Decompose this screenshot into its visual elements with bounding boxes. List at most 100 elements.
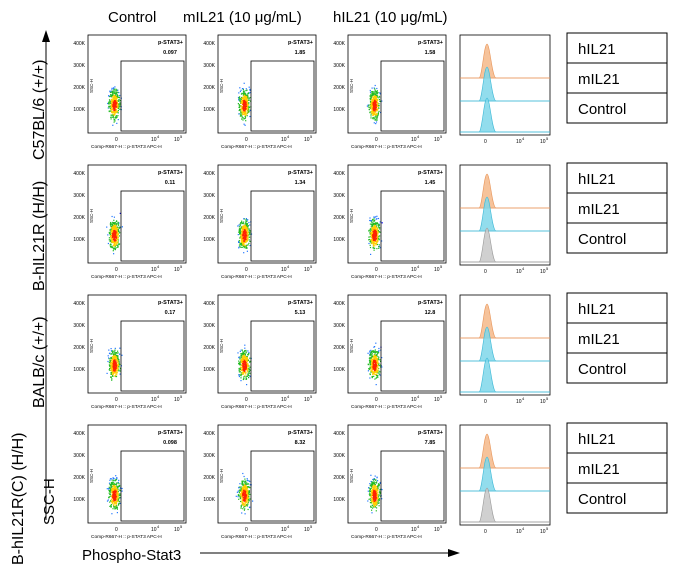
gate-label: p-STAT3+ xyxy=(158,300,183,306)
x-tick-label: 0 xyxy=(245,527,248,533)
y-tick-label: 200K xyxy=(73,475,85,481)
x-tick-label: 0 xyxy=(375,267,378,273)
panel-frame xyxy=(347,34,447,134)
y-tick-label: 400K xyxy=(73,171,85,177)
gate-label: p-STAT3+ xyxy=(418,170,443,176)
histogram-x-tick: 10 xyxy=(516,529,522,535)
legend-label: Control xyxy=(578,231,626,248)
y-tick-label: 100K xyxy=(203,497,215,503)
gate-box xyxy=(120,60,185,132)
gate-box xyxy=(250,450,315,522)
y-tick-label: 100K xyxy=(203,367,215,373)
legend-cell xyxy=(566,482,668,514)
x-tick-label: 5 xyxy=(310,394,313,399)
panel-x-axis-title: Comp-R667-H :: p-STAT3 APC-H xyxy=(351,274,422,280)
histogram-frame xyxy=(459,294,551,396)
y-tick-label: 200K xyxy=(73,85,85,91)
y-tick-label: 300K xyxy=(333,63,345,69)
column-header-hil21: hIL21 (10 μg/mL) xyxy=(333,9,448,26)
histogram-peak xyxy=(460,357,550,393)
panel-frame xyxy=(347,294,447,394)
scatter-points xyxy=(367,342,383,386)
y-tick-label: 200K xyxy=(203,475,215,481)
panel-y-axis-title: SSC-H xyxy=(219,209,224,223)
panel-y-axis-title: SSC-H xyxy=(219,469,224,483)
y-tick-label: 300K xyxy=(203,323,215,329)
panel-frame xyxy=(217,34,317,134)
histogram-peak xyxy=(460,196,550,232)
y-tick-label: 300K xyxy=(73,193,85,199)
gate-box xyxy=(250,60,315,132)
y-tick-label: 400K xyxy=(333,41,345,47)
scatter-points xyxy=(237,218,253,254)
gate-label: p-STAT3+ xyxy=(288,40,313,46)
y-tick-label: 400K xyxy=(203,431,215,437)
x-tick-label: 5 xyxy=(440,524,443,529)
histogram-peak xyxy=(460,43,550,79)
y-tick-label: 400K xyxy=(203,41,215,47)
panel-y-axis-title: SSC-H xyxy=(219,339,224,353)
x-tick-label: 0 xyxy=(115,267,118,273)
gate-box xyxy=(120,450,185,522)
gate-value: 5.13 xyxy=(295,310,306,316)
x-tick-label: 0 xyxy=(115,527,118,533)
y-tick-label: 200K xyxy=(73,215,85,221)
x-tick-label: 10 xyxy=(411,527,417,533)
x-tick-label: 10 xyxy=(411,137,417,143)
x-axis-label: Phospho-Stat3 xyxy=(82,547,181,564)
scatter-points xyxy=(368,215,383,255)
legend-cell xyxy=(566,452,668,484)
y-tick-label: 100K xyxy=(73,237,85,243)
panel-y-axis-title: SSC-H xyxy=(89,209,94,223)
panel-y-axis-title: SSC-H xyxy=(89,339,94,353)
gate-value: 0.098 xyxy=(163,440,177,446)
panel-frame xyxy=(87,34,187,134)
histogram-peak xyxy=(460,173,550,209)
y-tick-label: 100K xyxy=(73,367,85,373)
histogram-x-tick: 0 xyxy=(484,399,487,405)
x-tick-label: 0 xyxy=(245,397,248,403)
y-tick-label: 300K xyxy=(203,193,215,199)
histogram-peak xyxy=(460,456,550,492)
legend-label: mIL21 xyxy=(578,201,620,218)
histogram-frame xyxy=(459,34,551,136)
x-tick-label: 4 xyxy=(157,524,160,529)
panel-x-axis-title: Comp-R667-H :: p-STAT3 APC-H xyxy=(91,274,162,280)
x-axis-arrow-head xyxy=(448,549,460,557)
panel-frame xyxy=(87,294,187,394)
histogram-x-tick: 4 xyxy=(522,526,525,531)
panel-x-axis-title: Comp-R667-H :: p-STAT3 APC-H xyxy=(221,404,292,410)
histogram-peak xyxy=(460,326,550,362)
histogram-x-tick: 0 xyxy=(484,529,487,535)
gate-box xyxy=(250,190,315,262)
panel-y-axis-title: SSC-H xyxy=(89,469,94,483)
row-label-c57bl6: C57BL/6 (+/+) xyxy=(31,60,48,161)
histogram-x-tick: 5 xyxy=(546,396,549,401)
gate-label: p-STAT3+ xyxy=(288,430,313,436)
histogram-frame xyxy=(459,164,551,266)
x-tick-label: 10 xyxy=(304,397,310,403)
panel-frame xyxy=(347,424,447,524)
gate-label: p-STAT3+ xyxy=(288,170,313,176)
x-tick-label: 4 xyxy=(287,134,290,139)
x-tick-label: 10 xyxy=(174,397,180,403)
legend-label: Control xyxy=(578,361,626,378)
x-tick-label: 0 xyxy=(115,397,118,403)
gate-value: 0.17 xyxy=(165,310,176,316)
y-tick-label: 100K xyxy=(203,107,215,113)
gate-label: p-STAT3+ xyxy=(418,300,443,306)
row-label-b-hil21r-c: B-hIL21R(C) (H/H) xyxy=(10,433,27,565)
panel-x-axis-title: Comp-R667-H :: p-STAT3 APC-H xyxy=(351,404,422,410)
panel-x-axis-title: Comp-R667-H :: p-STAT3 APC-H xyxy=(91,144,162,150)
x-tick-label: 5 xyxy=(440,134,443,139)
histogram-x-tick: 10 xyxy=(540,269,546,275)
row-label-b-hil21r: B-hIL21R (H/H) xyxy=(31,181,48,291)
x-tick-label: 0 xyxy=(115,137,118,143)
y-tick-label: 300K xyxy=(203,63,215,69)
